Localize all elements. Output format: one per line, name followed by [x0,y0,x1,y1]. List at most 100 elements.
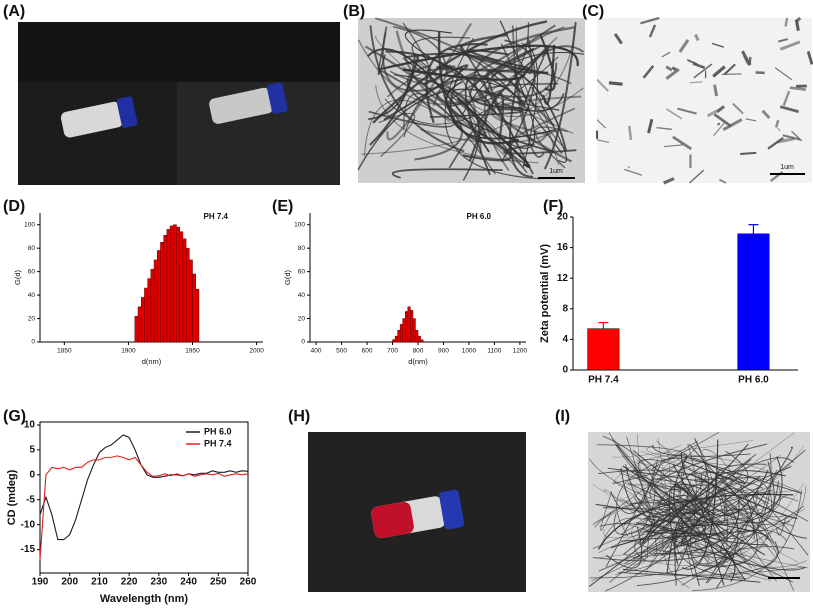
y-tick-label: 0 [562,365,568,376]
y-axis-label: G(d) [13,269,22,285]
fiber [623,498,696,576]
fiber [612,440,753,458]
fiber [377,32,387,76]
fiber [407,65,457,124]
histogram-bar [195,288,200,343]
fiber [680,520,791,587]
fiber [605,526,642,569]
fiber [613,480,729,564]
fiber [789,86,806,91]
fiber [413,58,514,161]
y-tick-label: 0 [301,339,305,346]
fiber [404,52,567,151]
fiber [499,20,533,74]
bar [737,233,770,371]
fiber [678,38,690,53]
fiber [778,38,788,43]
fiber [616,453,687,537]
photo-a-wall [18,22,340,82]
fiber [714,463,767,531]
fiber [636,452,772,586]
fiber [666,108,683,120]
fiber [624,512,740,564]
fiber [598,469,726,523]
fiber [627,125,633,141]
fiber [638,459,770,504]
fiber [647,118,654,134]
fiber [649,443,768,499]
fiber [740,151,757,156]
fiber [490,95,582,136]
x-tick-label: 1850 [57,348,72,355]
histogram-bar [166,229,171,343]
fiber [420,127,561,144]
tem-c [597,18,812,183]
y-tick-label: 16 [557,242,569,253]
panel-label: (B) [343,3,365,20]
fiber [776,514,787,536]
x-axis-label: d(nm) [142,357,162,366]
x-tick-label: 600 [362,348,373,355]
x-tick-label: 240 [180,577,197,588]
fiber [706,109,718,118]
fiber [702,470,809,522]
y-tick-label: -15 [21,544,36,555]
y-tick-label: 20 [298,315,306,322]
fiber [636,522,736,583]
fiber [795,16,802,23]
x-tick-label: 1900 [121,348,136,355]
y-tick-label: 60 [28,268,36,275]
fiber [782,90,791,107]
fiber [806,50,813,65]
fiber [680,493,716,544]
fiber [662,504,690,588]
fiber [613,33,623,45]
y-tick-label: 80 [298,245,306,252]
fiber [694,33,700,42]
fiber [657,437,673,518]
histogram-bar [394,335,398,343]
fiber [721,73,742,76]
fiber [782,134,801,141]
histogram-bar [192,273,196,343]
fiber [455,119,512,162]
fiber [718,178,727,184]
y-tick-label: 8 [562,303,568,314]
fiber [604,489,677,554]
fiber [656,126,673,131]
fiber [383,64,469,121]
histogram-bar [173,224,177,343]
fiber [784,17,789,27]
x-tick-label: 900 [438,348,449,355]
y-axis-label: CD (mdeg) [6,469,18,525]
histogram-bar [160,242,164,343]
histogram-bar [153,259,158,343]
fiber [677,107,697,115]
fiber [595,503,769,540]
x-tick-label: 210 [91,577,108,588]
scale-bar-label: 1um [549,168,563,175]
x-tick-label: PH 7.4 [588,375,619,386]
fiber [627,165,631,169]
panel-label: (C) [582,3,604,20]
histogram-bar [392,339,396,343]
fiber [779,105,799,114]
fiber [745,486,781,515]
y-tick-label: -10 [21,519,36,530]
panel-annotation: PH 6.0 [467,212,492,221]
fiber [679,486,702,580]
panel-label: (H) [288,408,310,425]
histogram-bar [402,318,406,343]
fiber [712,65,726,78]
fiber [661,51,671,58]
fiber [665,67,680,80]
fiber [403,93,496,175]
fiber [707,490,759,584]
vial [60,96,138,138]
legend-label: PH 6.0 [204,426,232,436]
fiber [640,16,660,25]
fiber [732,102,744,115]
fiber [381,44,579,70]
